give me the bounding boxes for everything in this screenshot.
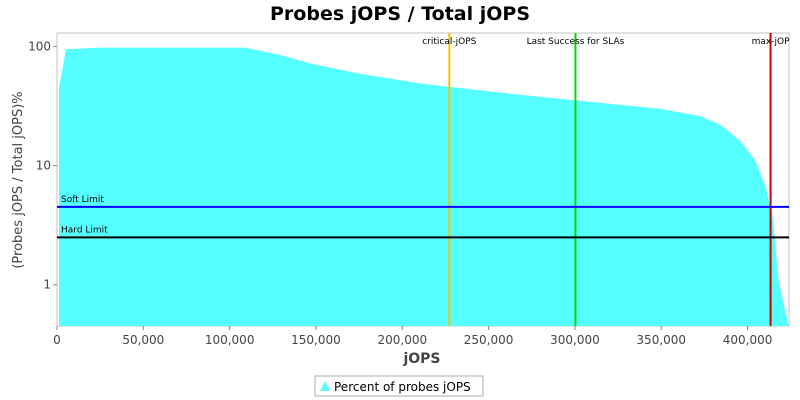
legend-symbol <box>320 381 330 391</box>
x-tick-label: 400,000 <box>723 333 773 347</box>
chart-title: Probes jOPS / Total jOPS <box>270 3 530 25</box>
y-marker-label: Hard Limit <box>61 225 108 235</box>
x-tick-label: 50,000 <box>122 333 164 347</box>
area <box>59 47 789 326</box>
y-tick-label: 100 <box>28 40 51 54</box>
x-tick-label: 0 <box>53 333 61 347</box>
x-marker-label: max-jOP <box>752 37 790 47</box>
y-axis-label: (Probes jOPS / Total jOPS)% <box>11 91 26 268</box>
x-tick-label: 250,000 <box>464 333 514 347</box>
x-marker-label: critical-jOPS <box>422 37 476 47</box>
x-tick-label: 300,000 <box>550 333 600 347</box>
y-tick-label: 1 <box>43 278 51 292</box>
x-tick-label: 200,000 <box>377 333 427 347</box>
y-marker-label: Soft Limit <box>61 195 104 205</box>
legend <box>314 375 484 397</box>
y-tick-label: 10 <box>36 159 51 173</box>
x-axis-label: jOPS <box>402 351 440 367</box>
x-marker-label: Last Success for SLAs <box>527 37 625 47</box>
x-tick-label: 350,000 <box>636 333 686 347</box>
x-tick-label: 100,000 <box>205 333 255 347</box>
x-tick-label: 150,000 <box>291 333 341 347</box>
legend-label: Percent of probes jOPS <box>334 380 471 394</box>
